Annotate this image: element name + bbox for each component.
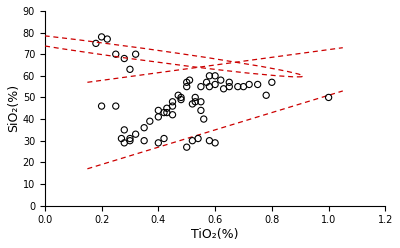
Point: [132, 52, 139, 56]
Point: [206, 74, 213, 78]
Point: [198, 85, 204, 89]
Point: [220, 87, 227, 91]
Point: [161, 137, 167, 141]
Point: [178, 95, 184, 99]
Point: [195, 137, 201, 141]
Point: [127, 139, 133, 143]
Point: [206, 139, 213, 143]
Point: [326, 95, 332, 99]
Point: [269, 80, 275, 84]
Point: [104, 37, 110, 41]
Point: [155, 115, 162, 119]
Point: [112, 52, 119, 56]
Point: [132, 132, 139, 136]
Point: [121, 141, 128, 145]
Point: [212, 74, 218, 78]
Point: [112, 104, 119, 108]
Point: [118, 137, 125, 141]
Point: [178, 98, 184, 102]
Point: [240, 85, 247, 89]
X-axis label: TiO₂(%): TiO₂(%): [191, 228, 239, 241]
Point: [98, 35, 105, 39]
Point: [206, 85, 213, 89]
Point: [184, 80, 190, 84]
Point: [169, 113, 176, 117]
Point: [189, 139, 196, 143]
Point: [164, 106, 170, 110]
Point: [234, 85, 241, 89]
Point: [141, 139, 147, 143]
Point: [189, 102, 196, 106]
Point: [226, 85, 232, 89]
Point: [121, 128, 128, 132]
Point: [212, 141, 218, 145]
Point: [169, 100, 176, 104]
Point: [164, 111, 170, 115]
Point: [192, 100, 198, 104]
Point: [200, 117, 207, 121]
Point: [155, 141, 162, 145]
Point: [147, 119, 153, 123]
Point: [184, 145, 190, 149]
Point: [263, 93, 269, 97]
Point: [226, 80, 232, 84]
Point: [212, 83, 218, 87]
Point: [141, 126, 147, 130]
Point: [246, 83, 252, 87]
Point: [198, 108, 204, 112]
Point: [186, 78, 193, 82]
Point: [218, 78, 224, 82]
Point: [161, 111, 167, 115]
Point: [169, 104, 176, 108]
Point: [203, 80, 210, 84]
Point: [184, 85, 190, 89]
Point: [127, 67, 133, 71]
Point: [98, 104, 105, 108]
Point: [192, 95, 198, 99]
Point: [121, 57, 128, 61]
Point: [93, 41, 99, 45]
Y-axis label: SiO₂(%): SiO₂(%): [7, 84, 20, 132]
Point: [175, 93, 182, 97]
Point: [254, 83, 261, 87]
Point: [127, 137, 133, 141]
Point: [155, 108, 162, 112]
Point: [198, 100, 204, 104]
